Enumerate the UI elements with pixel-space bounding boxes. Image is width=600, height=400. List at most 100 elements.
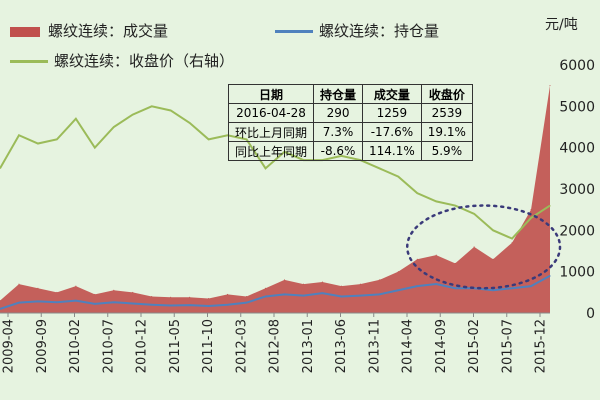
x-tick-label: 2015-12 (534, 319, 549, 373)
series-open-interest-point (530, 285, 532, 287)
x-tick-label: 2012-03 (234, 319, 249, 373)
series-open-interest-point (283, 293, 285, 295)
series-volume-point (132, 291, 134, 293)
series-close-point (549, 205, 551, 207)
series-open-interest-point (227, 304, 229, 306)
legend-close-swatch (10, 60, 48, 63)
x-tick-label: 2015-07 (500, 319, 515, 373)
x-tick-label: 2009-09 (35, 319, 50, 373)
series-volume-point (302, 283, 304, 285)
plot-area (0, 85, 562, 314)
x-tick-label: 2014-04 (401, 319, 416, 373)
series-volume-point (416, 258, 418, 260)
series-close-point (473, 213, 475, 215)
series-open-interest-point (454, 287, 456, 289)
y-tick-label: 5000 (559, 99, 595, 115)
series-open-interest-point (37, 300, 39, 302)
series-volume-point (397, 271, 399, 273)
x-tick-label: 2013-06 (334, 319, 349, 373)
series-open-interest-point (246, 302, 248, 304)
series-open-interest-point (435, 283, 437, 285)
series-close-point (75, 118, 77, 120)
x-tick-label: 2011-05 (168, 319, 183, 373)
series-close-point (170, 109, 172, 111)
y-tick-label: 4000 (559, 141, 595, 157)
stats-cell: 114.1% (362, 141, 422, 161)
series-volume-point (549, 85, 551, 87)
x-tick-label: 2014-09 (434, 319, 449, 373)
x-tick-label: 2010-07 (101, 319, 116, 373)
series-open-interest-point (56, 301, 58, 303)
series-volume-point (454, 262, 456, 264)
series-open-interest-point (359, 295, 361, 297)
series-volume-point (113, 289, 115, 291)
series-volume-point (170, 296, 172, 298)
series-volume-point (208, 298, 210, 300)
stats-row: 2016-04-28 290 1259 2539 (227, 103, 473, 123)
x-tick-label: 2010-12 (135, 319, 150, 373)
series-open-interest-point (0, 308, 1, 310)
y-tick-label: 0 (586, 306, 595, 322)
stats-header: 成交量 (362, 84, 422, 104)
series-open-interest-point (378, 293, 380, 295)
series-volume-point (151, 295, 153, 297)
series-open-interest-point (265, 295, 267, 297)
series-volume-point (435, 254, 437, 256)
series-volume-point (56, 291, 58, 293)
series-close-point (378, 167, 380, 169)
series-volume-point (530, 209, 532, 211)
series-volume-point (340, 285, 342, 287)
x-tick-label: 2011-10 (201, 319, 216, 373)
series-volume-point (37, 287, 39, 289)
y-axis-right: 0 1000 2000 3000 4000 5000 6000 (559, 58, 595, 322)
stats-cell: 7.3% (313, 122, 364, 142)
x-tick-label: 2015-02 (467, 319, 482, 373)
stats-cell: -8.6% (313, 141, 364, 161)
stats-table: 日期 持仓量 成交量 收盘价 2016-04-28 290 1259 2539 … (227, 84, 473, 161)
stats-header: 日期 (227, 84, 315, 104)
y-tick-label: 1000 (559, 265, 595, 281)
series-volume-point (359, 283, 361, 285)
stats-row: 环比上月同期 7.3% -17.6% 19.1% (227, 122, 473, 142)
stats-cell: 1259 (362, 103, 422, 123)
series-close-point (530, 217, 532, 219)
series-volume-point (94, 293, 96, 295)
legend-volume: 螺纹连续：成交量 (10, 20, 168, 41)
series-open-interest-point (94, 303, 96, 305)
series-close-point (265, 167, 267, 169)
x-tick-label: 2013-01 (301, 319, 316, 373)
series-open-interest-point (492, 289, 494, 291)
series-close-point (397, 176, 399, 178)
series-volume-point (227, 293, 229, 295)
x-tick-label: 2013-11 (367, 319, 382, 373)
annotation-ellipse (405, 204, 562, 290)
stats-cell: -17.6% (362, 122, 422, 142)
series-open-interest-point (189, 304, 191, 306)
series-open-interest-point (321, 292, 323, 294)
series-volume-point (189, 296, 191, 298)
series-close-point (18, 134, 20, 136)
stats-row: 同比上年同期 -8.6% 114.1% 5.9% (227, 141, 473, 161)
series-close-point (132, 114, 134, 116)
series-close-point (416, 192, 418, 194)
stats-cell: 同比上年同期 (227, 141, 315, 161)
series-volume-point (511, 242, 513, 244)
series-close-point (151, 105, 153, 107)
stats-cell: 2539 (420, 103, 473, 123)
series-close-point (208, 138, 210, 140)
series-open-interest-point (18, 302, 20, 304)
series-close-point (0, 167, 1, 169)
legend-close: 螺纹连续：收盘价（右轴） (10, 50, 234, 71)
series-close-point (227, 134, 229, 136)
y-axis-unit: 元/吨 (545, 17, 578, 33)
series-volume-point (75, 285, 77, 287)
stats-cell: 290 (313, 103, 364, 123)
series-open-interest-point (549, 275, 551, 277)
legend-open-interest-swatch (275, 30, 313, 33)
stats-header: 收盘价 (420, 84, 473, 104)
series-volume-point (283, 279, 285, 281)
x-axis: 2009-04 2009-09 2010-02 2010-07 2010-12 2011-… (0, 312, 550, 373)
x-tick-label: 2012-08 (268, 319, 283, 373)
series-open-interest-point (511, 287, 513, 289)
